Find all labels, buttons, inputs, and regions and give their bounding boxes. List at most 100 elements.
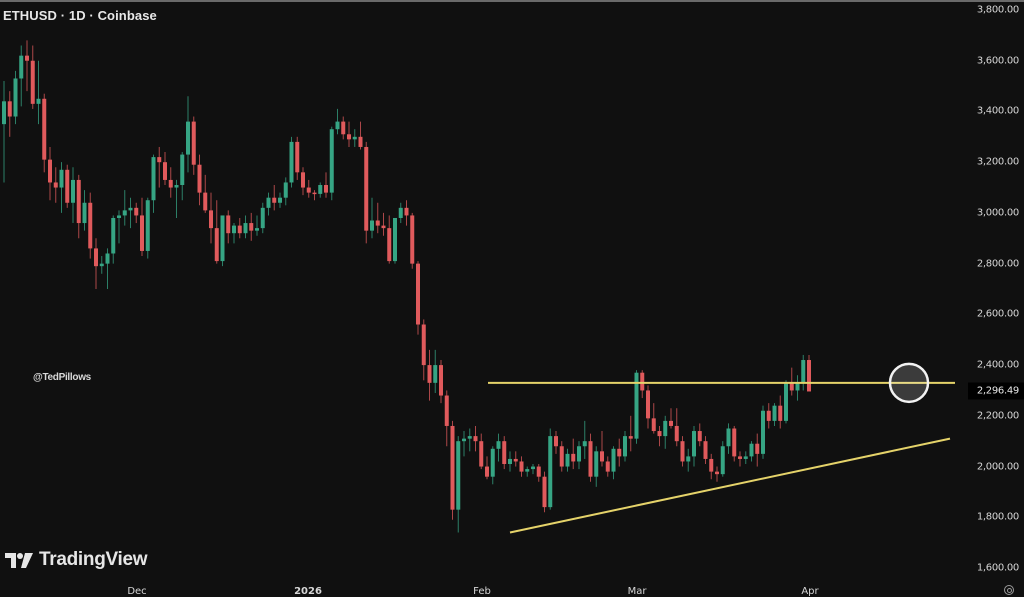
candle-body <box>358 136 363 147</box>
candle-body <box>88 202 93 249</box>
price-axis-label: 2,800.00 <box>976 258 1019 270</box>
top-border <box>0 0 1024 2</box>
candle-body <box>692 431 696 457</box>
candle-body <box>197 164 202 193</box>
candle-body <box>772 405 777 421</box>
time-axis-label: Feb <box>473 586 491 597</box>
candle-body <box>145 200 150 251</box>
candle-body <box>807 360 811 392</box>
candle-body <box>209 210 213 229</box>
candle-body <box>191 121 196 165</box>
candle-body <box>508 458 512 465</box>
candle-body <box>105 253 110 264</box>
candle-body <box>249 223 254 231</box>
candle-body <box>128 207 133 211</box>
candle-body <box>255 228 259 231</box>
price-axis-label: 2,400.00 <box>976 359 1019 371</box>
candle-body <box>525 469 530 472</box>
candle-body <box>732 428 737 457</box>
candle-body <box>421 324 426 366</box>
candle-body <box>278 197 282 203</box>
candle-body <box>370 220 374 231</box>
candle-body <box>347 134 351 140</box>
candle-body <box>496 441 501 449</box>
candle-body <box>174 185 179 188</box>
candle-body <box>237 225 242 234</box>
candle-body <box>467 436 472 439</box>
candle-body <box>634 372 639 439</box>
candle-body <box>462 438 466 442</box>
candle-body <box>324 185 328 193</box>
candle-body <box>266 197 271 208</box>
candle-body <box>42 98 47 160</box>
candle-body <box>738 456 742 459</box>
candle-body <box>628 436 633 439</box>
candle-body <box>214 228 219 262</box>
support-trendline[interactable] <box>509 437 951 534</box>
candle-body <box>427 365 432 383</box>
tradingview-logo-icon <box>5 552 33 568</box>
candle-body <box>25 55 29 61</box>
price-axis-label: 2,600.00 <box>976 308 1019 320</box>
candle-body <box>479 441 484 467</box>
candle-body <box>519 461 524 472</box>
candle-body <box>623 436 627 457</box>
candle-body <box>577 446 581 462</box>
candle-body <box>554 436 558 447</box>
candle-body <box>94 248 98 267</box>
candle-body <box>318 185 323 194</box>
candle-body <box>789 382 794 391</box>
candle-body <box>761 410 765 454</box>
candle-body <box>312 192 317 195</box>
candle-body <box>439 365 443 396</box>
candle-body <box>657 431 662 437</box>
candle-body <box>186 121 190 155</box>
candle-body <box>600 451 604 462</box>
candle-body <box>778 405 783 421</box>
price-axis-label: 3,000.00 <box>976 207 1019 219</box>
candle-body <box>646 390 650 419</box>
price-axis-label: 1,600.00 <box>976 562 1019 574</box>
price-axis-label: 2,200.00 <box>976 410 1019 422</box>
candle-body <box>301 172 305 188</box>
candle-body <box>709 458 714 472</box>
candle-body <box>490 448 495 477</box>
candle-body <box>697 431 702 442</box>
candle-body <box>289 141 294 183</box>
candle-body <box>651 418 656 432</box>
candle-body <box>76 179 81 224</box>
candle-body <box>243 223 248 234</box>
candle-body <box>571 453 576 462</box>
price-axis-label: 2,000.00 <box>976 461 1019 473</box>
candle-body <box>335 121 340 130</box>
candle-body <box>122 210 127 216</box>
candle-body <box>663 420 668 437</box>
candle-body <box>485 466 489 477</box>
candle-body <box>157 157 162 163</box>
candle-body <box>801 360 806 383</box>
candle-body <box>513 458 518 462</box>
candle-body <box>352 136 357 140</box>
candle-body <box>674 425 679 442</box>
time-axis-label: Dec <box>127 586 147 597</box>
tradingview-logo: TradingView <box>5 549 148 571</box>
candle-body <box>381 225 386 229</box>
candle-body <box>433 365 438 383</box>
candle-body <box>71 179 75 203</box>
settings-icon[interactable] <box>1004 585 1014 595</box>
candle-body <box>473 436 478 442</box>
candle-body <box>140 215 144 251</box>
price-chart[interactable] <box>0 0 960 597</box>
candle-body <box>795 382 800 391</box>
candle-body <box>680 441 685 462</box>
price-axis-label: 3,400.00 <box>976 105 1019 117</box>
candle-body <box>588 441 593 477</box>
candle-body <box>387 228 392 262</box>
highlight-circle[interactable] <box>888 362 930 404</box>
candle-body <box>82 202 87 224</box>
candle-body <box>743 456 748 459</box>
candle-body <box>283 182 288 198</box>
candle-body <box>36 98 41 104</box>
candle-body <box>59 169 64 188</box>
candle-body <box>2 101 6 125</box>
